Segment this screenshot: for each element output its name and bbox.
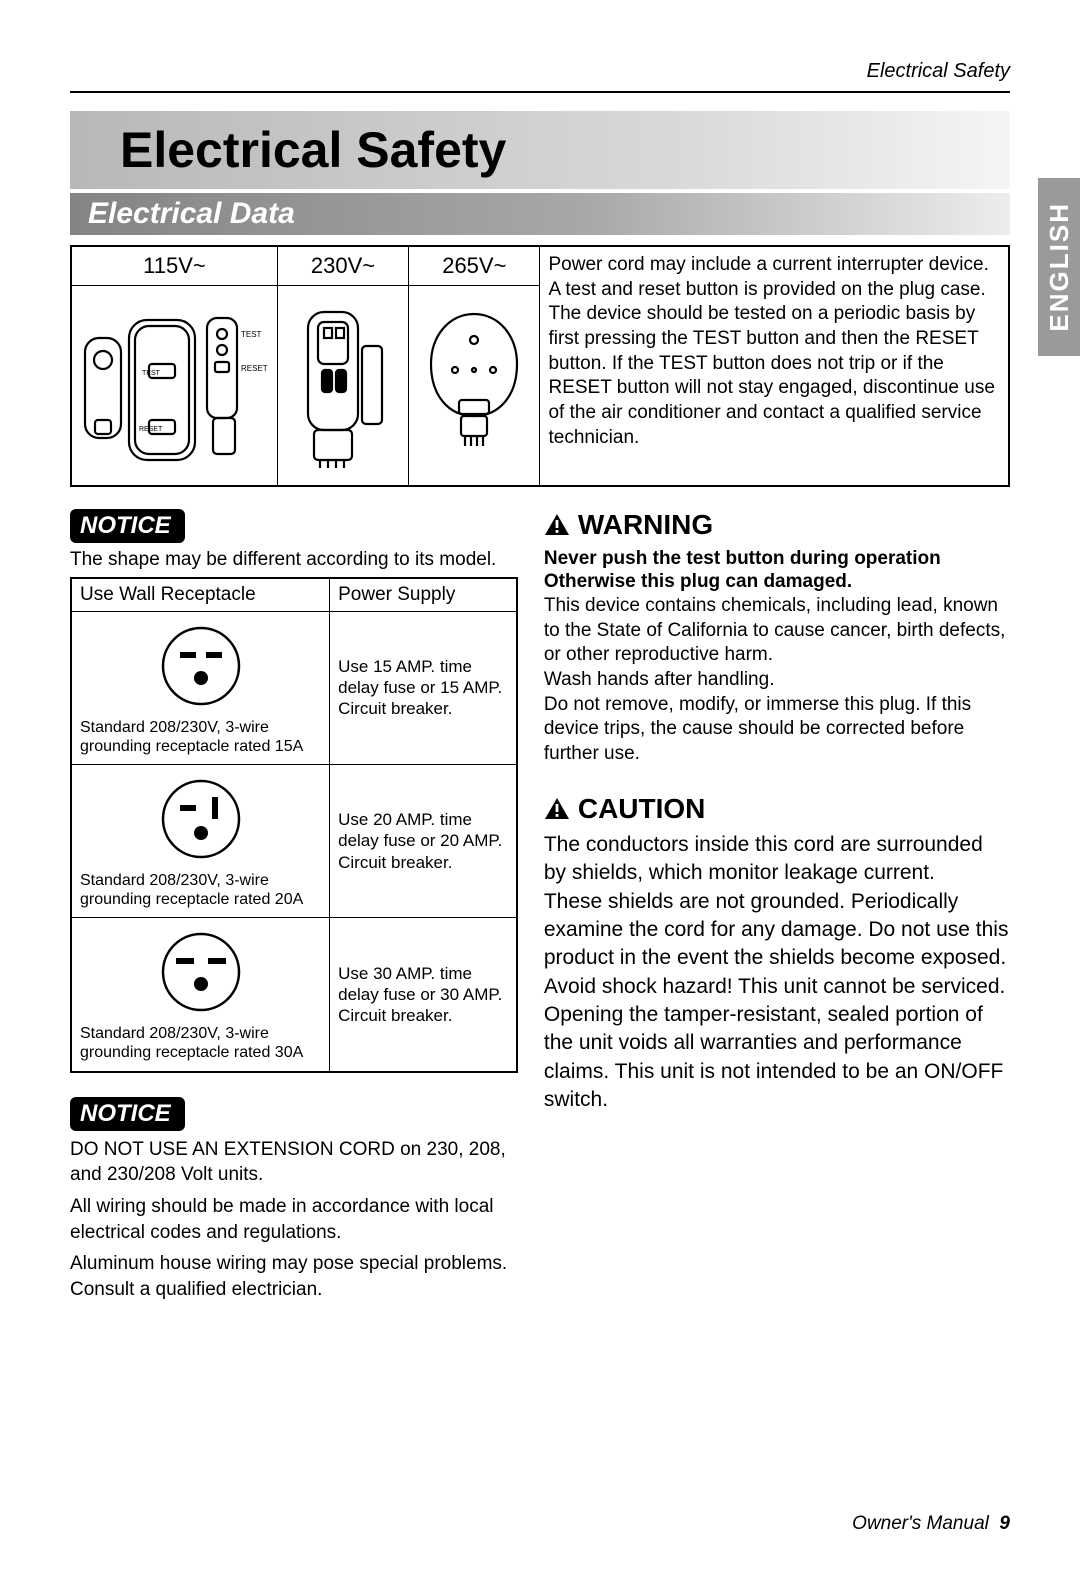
caution-heading: CAUTION bbox=[544, 793, 1010, 825]
warning-triangle-icon bbox=[544, 513, 570, 537]
plug-115v-icon: TEST RESET TEST RESET bbox=[71, 286, 277, 486]
caution-triangle-icon bbox=[544, 797, 570, 821]
notice1-subtext: The shape may be different according to … bbox=[70, 549, 518, 571]
outlet-15a-cell: Standard 208/230V, 3-wire grounding rece… bbox=[71, 611, 330, 764]
title-banner: Electrical Safety bbox=[70, 111, 1010, 189]
warning-heading: WARNING bbox=[544, 509, 1010, 541]
subtitle-banner: Electrical Data bbox=[70, 193, 1010, 235]
outlet-20a-cell: Standard 208/230V, 3-wire grounding rece… bbox=[71, 764, 330, 917]
recept-head-left: Use Wall Receptacle bbox=[71, 578, 330, 612]
horizontal-rule bbox=[70, 91, 1010, 93]
warning-body: Never push the test button during operat… bbox=[544, 547, 1010, 767]
page-title: Electrical Safety bbox=[120, 121, 1010, 179]
outlet-30a-icon bbox=[156, 932, 246, 1018]
svg-text:RESET: RESET bbox=[139, 426, 163, 433]
svg-text:TEST: TEST bbox=[241, 330, 262, 339]
voltage-header-2: 265V~ bbox=[409, 246, 540, 286]
svg-text:TEST: TEST bbox=[142, 370, 161, 377]
footer-page-number: 9 bbox=[999, 1513, 1010, 1534]
notice-badge-1: NOTICE bbox=[70, 509, 185, 543]
supply-30a: Use 30 AMP. time delay fuse or 30 AMP. C… bbox=[330, 918, 517, 1072]
voltage-header-1: 230V~ bbox=[277, 246, 408, 286]
notice2-body: DO NOT USE AN EXTENSION CORD on 230, 208… bbox=[70, 1137, 518, 1303]
caution-body: The conductors inside this cord are surr… bbox=[544, 831, 1010, 1114]
voltage-description: Power cord may include a current interru… bbox=[540, 246, 1009, 486]
voltage-header-0: 115V~ bbox=[71, 246, 277, 286]
supply-20a: Use 20 AMP. time delay fuse or 20 AMP. C… bbox=[330, 764, 517, 917]
notice2-p2: All wiring should be made in accordance … bbox=[70, 1194, 518, 1245]
plug-230v-icon bbox=[277, 286, 408, 486]
outlet-20a-icon bbox=[156, 779, 246, 865]
outlet-20a-label: Standard 208/230V, 3-wire grounding rece… bbox=[80, 871, 321, 909]
footer: Owner's Manual 9 bbox=[852, 1513, 1010, 1535]
outlet-30a-label: Standard 208/230V, 3-wire grounding rece… bbox=[80, 1024, 321, 1062]
receptacle-table: Use Wall Receptacle Power Supply Standar… bbox=[70, 577, 518, 1073]
notice2-p3: Aluminum house wiring may pose special p… bbox=[70, 1251, 518, 1302]
footer-label: Owner's Manual bbox=[852, 1513, 989, 1534]
outlet-30a-cell: Standard 208/230V, 3-wire grounding rece… bbox=[71, 918, 330, 1072]
warning-text: This device contains chemicals, includin… bbox=[544, 594, 1010, 767]
page-subtitle: Electrical Data bbox=[88, 197, 1010, 231]
recept-head-right: Power Supply bbox=[330, 578, 517, 612]
caution-title: CAUTION bbox=[578, 793, 706, 825]
language-label: ENGLISH bbox=[1044, 202, 1075, 332]
svg-text:RESET: RESET bbox=[241, 364, 268, 373]
warning-bold-2: Otherwise this plug can damaged. bbox=[544, 570, 1010, 594]
supply-15a: Use 15 AMP. time delay fuse or 15 AMP. C… bbox=[330, 611, 517, 764]
warning-bold-1: Never push the test button during operat… bbox=[544, 547, 1010, 571]
outlet-15a-icon bbox=[156, 626, 246, 712]
outlet-15a-label: Standard 208/230V, 3-wire grounding rece… bbox=[80, 718, 321, 756]
notice2-p1: DO NOT USE AN EXTENSION CORD on 230, 208… bbox=[70, 1137, 518, 1188]
voltage-table: 115V~ 230V~ 265V~ Power cord may include… bbox=[70, 245, 1010, 487]
plug-265v-icon bbox=[409, 286, 540, 486]
notice-badge-2: NOTICE bbox=[70, 1097, 185, 1131]
header-section-label: Electrical Safety bbox=[70, 60, 1010, 83]
language-tab: ENGLISH bbox=[1038, 178, 1080, 356]
warning-title: WARNING bbox=[578, 509, 713, 541]
